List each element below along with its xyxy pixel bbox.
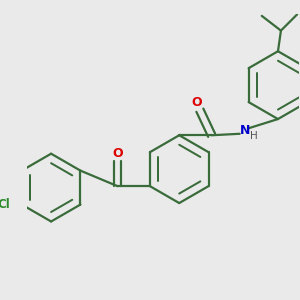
Text: O: O xyxy=(112,147,123,160)
Text: Cl: Cl xyxy=(0,198,10,211)
Text: H: H xyxy=(250,131,258,141)
Text: O: O xyxy=(192,96,202,109)
Text: N: N xyxy=(240,124,250,137)
